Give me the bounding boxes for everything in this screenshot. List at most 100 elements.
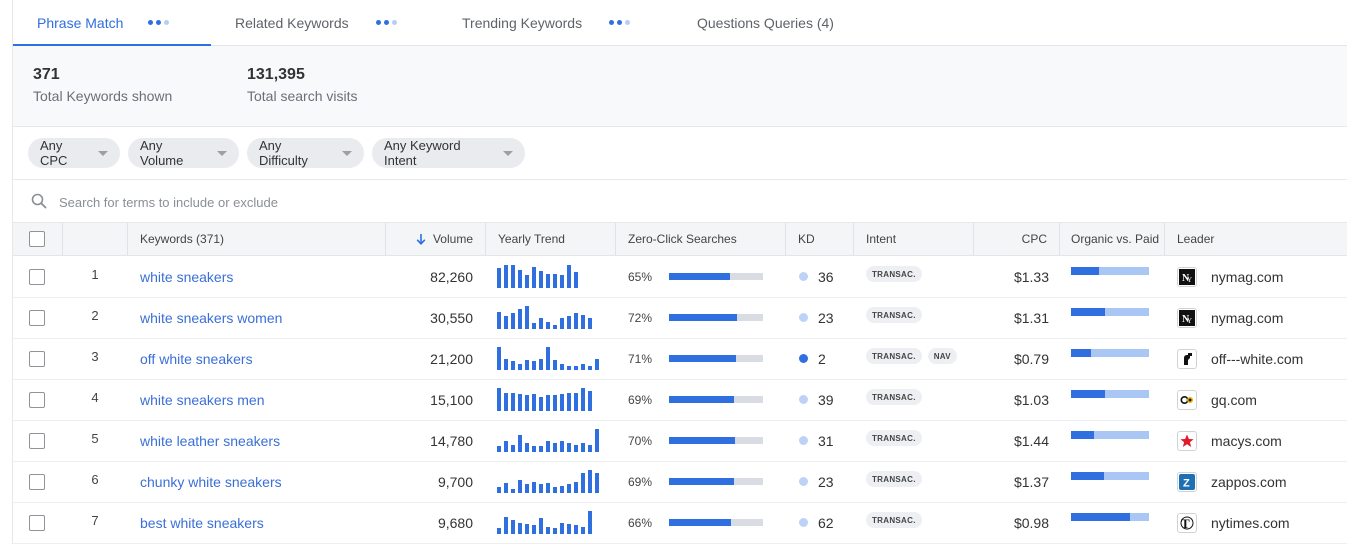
kd-value: 36 bbox=[818, 268, 834, 285]
column-header-volume[interactable]: Volume bbox=[411, 223, 473, 255]
trend-bar bbox=[546, 441, 550, 452]
trend-bar bbox=[511, 313, 515, 329]
trend-bar bbox=[525, 306, 529, 329]
trend-bar bbox=[497, 347, 501, 370]
column-header-yearly-trend[interactable]: Yearly Trend bbox=[498, 223, 565, 255]
leader-cell[interactable]: T nytimes.com bbox=[1177, 502, 1290, 543]
column-header-label: KD bbox=[798, 232, 815, 246]
keyword-link[interactable]: white leather sneakers bbox=[140, 432, 281, 449]
row-checkbox[interactable] bbox=[29, 432, 45, 449]
keyword-cell: chunky white sneakers bbox=[140, 461, 282, 502]
tab-related-keywords[interactable]: Related Keywords bbox=[235, 0, 349, 45]
trend-bar bbox=[518, 309, 522, 329]
leader-domain[interactable]: zappos.com bbox=[1211, 473, 1287, 490]
organic-bar-fill bbox=[1071, 472, 1104, 480]
trend-bar bbox=[539, 271, 543, 288]
trend-bar bbox=[553, 360, 557, 370]
leader-domain[interactable]: nytimes.com bbox=[1211, 514, 1290, 531]
filter-volume-dropdown[interactable]: Any Volume bbox=[128, 138, 239, 168]
trend-bar bbox=[497, 312, 501, 329]
zero-click-bar bbox=[669, 437, 763, 444]
cpc-value: $1.37 bbox=[1013, 473, 1049, 490]
tab-phrase-match[interactable]: Phrase Match bbox=[13, 0, 211, 46]
column-header-label: CPC bbox=[1021, 232, 1047, 246]
tab-phrase-match-dots-icon bbox=[148, 0, 169, 45]
row-number: 3 bbox=[91, 348, 99, 364]
intent-badge: TRANSAC. bbox=[866, 471, 922, 487]
organic-vs-paid-bar bbox=[1071, 267, 1149, 275]
trend-bar bbox=[497, 446, 501, 452]
select-all-checkbox[interactable] bbox=[29, 231, 45, 247]
trend-bar bbox=[574, 366, 578, 370]
row-checkbox[interactable] bbox=[29, 514, 45, 531]
leader-domain[interactable]: nymag.com bbox=[1211, 268, 1284, 285]
row-checkbox[interactable] bbox=[29, 473, 45, 490]
leader-cell[interactable]: Z zappos.com bbox=[1177, 461, 1286, 502]
filter-difficulty-dropdown[interactable]: Any Difficulty bbox=[247, 138, 364, 168]
leader-domain[interactable]: macys.com bbox=[1211, 432, 1282, 449]
tab-bar: Phrase Match Related Keywords Trending K… bbox=[13, 0, 1347, 46]
trend-bar bbox=[546, 527, 550, 534]
intent-badge: TRANSAC. bbox=[866, 348, 922, 364]
zero-click-bar-fill bbox=[669, 355, 736, 362]
row-checkbox[interactable] bbox=[29, 391, 45, 408]
keyword-link[interactable]: off white sneakers bbox=[140, 350, 253, 367]
filter-intent-dropdown[interactable]: Any Keyword Intent bbox=[372, 138, 525, 168]
column-header-cpc[interactable]: CPC bbox=[983, 223, 1047, 255]
row-checkbox[interactable] bbox=[29, 350, 45, 367]
kd-value: 62 bbox=[818, 514, 834, 531]
column-header-intent[interactable]: Intent bbox=[866, 223, 896, 255]
leader-cell[interactable]: gq.com bbox=[1177, 379, 1257, 420]
keyword-cell: white sneakers women bbox=[140, 297, 282, 338]
tab-trending-keywords[interactable]: Trending Keywords bbox=[462, 0, 582, 45]
kd-value: 2 bbox=[818, 350, 826, 367]
trend-bar bbox=[518, 394, 522, 411]
trend-bar bbox=[546, 483, 550, 493]
trend-bar bbox=[525, 275, 529, 288]
row-checkbox[interactable] bbox=[29, 309, 45, 326]
leader-domain[interactable]: off---white.com bbox=[1211, 350, 1304, 367]
leader-domain[interactable]: nymag.com bbox=[1211, 309, 1284, 326]
filter-label: Any Keyword Intent bbox=[384, 138, 461, 168]
keyword-cell: white sneakers men bbox=[140, 379, 265, 420]
zero-click-bar-fill bbox=[669, 314, 737, 321]
keyword-link[interactable]: white sneakers women bbox=[140, 309, 283, 326]
trend-bar bbox=[546, 322, 550, 329]
row-number: 2 bbox=[91, 307, 99, 323]
keyword-link[interactable]: white sneakers men bbox=[140, 391, 265, 408]
column-header-leader[interactable]: Leader bbox=[1177, 223, 1214, 255]
leader-domain[interactable]: gq.com bbox=[1211, 391, 1257, 408]
column-header-keywords[interactable]: Keywords (371) bbox=[140, 223, 224, 255]
search-input[interactable] bbox=[57, 188, 761, 216]
table-row: 2 white sneakers women 30,550 72% 23 TRA… bbox=[13, 297, 1347, 339]
leader-cell[interactable]: off---white.com bbox=[1177, 338, 1303, 379]
zero-click-percent: 66% bbox=[628, 515, 653, 530]
cpc-value: $0.98 bbox=[1013, 514, 1049, 531]
column-header-organic-paid[interactable]: Organic vs. Paid bbox=[1071, 223, 1159, 255]
filter-label: Any Volume bbox=[140, 138, 184, 168]
zero-click-bar-fill bbox=[669, 478, 734, 485]
trend-bar bbox=[504, 517, 508, 534]
search-bar bbox=[13, 180, 1347, 223]
row-checkbox[interactable] bbox=[29, 268, 45, 285]
leader-cell[interactable]: macys.com bbox=[1177, 420, 1282, 461]
kd-cell: 36 bbox=[799, 256, 834, 297]
keyword-link[interactable]: white sneakers bbox=[140, 268, 234, 285]
trend-bar bbox=[553, 395, 557, 411]
table-row: 5 white leather sneakers 14,780 70% 31 T… bbox=[13, 420, 1347, 462]
column-header-kd[interactable]: KD bbox=[798, 223, 815, 255]
filter-cpc-dropdown[interactable]: Any CPC bbox=[28, 138, 120, 168]
keyword-link[interactable]: chunky white sneakers bbox=[140, 473, 282, 490]
kd-difficulty-dot-icon bbox=[799, 477, 808, 486]
trend-bar bbox=[581, 527, 585, 534]
tab-questions-queries[interactable]: Questions Queries (4) bbox=[697, 0, 834, 45]
trend-bar bbox=[567, 316, 571, 329]
stat-value: 371 bbox=[33, 66, 60, 83]
intent-badge: TRANSAC. bbox=[866, 307, 922, 323]
kd-difficulty-dot-icon bbox=[799, 518, 808, 527]
column-header-zero-click[interactable]: Zero-Click Searches bbox=[628, 223, 737, 255]
yearly-trend-chart bbox=[497, 429, 599, 452]
keyword-link[interactable]: best white sneakers bbox=[140, 514, 264, 531]
